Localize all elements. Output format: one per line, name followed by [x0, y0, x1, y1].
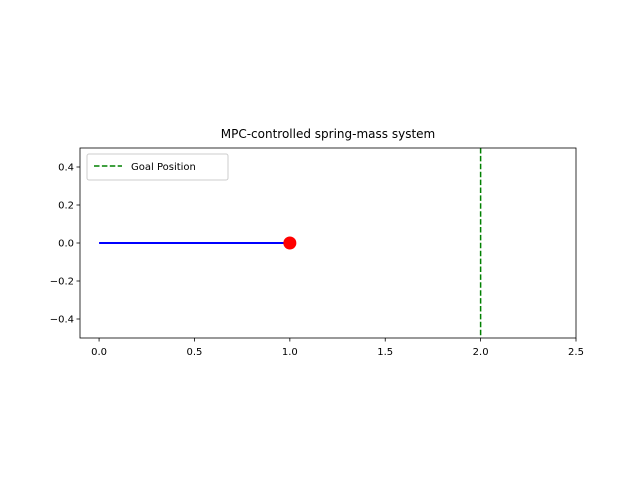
x-tick-label: 0.0 [91, 347, 107, 358]
legend-label-goal: Goal Position [131, 162, 196, 173]
y-tick-label: 0.2 [58, 201, 74, 212]
x-tick-label: 0.5 [187, 347, 203, 358]
mass-marker [283, 236, 297, 250]
x-tick-label: 2.5 [568, 347, 584, 358]
y-tick-label: −0.4 [50, 315, 74, 326]
y-axis: 0.4 0.2 0.0 −0.2 −0.4 [50, 163, 80, 326]
x-tick-label: 1.5 [377, 347, 393, 358]
chart-title: MPC-controlled spring-mass system [221, 127, 435, 141]
legend: Goal Position [86, 153, 229, 181]
legend-box [86, 153, 229, 181]
y-tick-label: 0.0 [58, 239, 74, 250]
y-tick-label: 0.4 [58, 163, 74, 174]
x-tick-label: 1.0 [282, 347, 298, 358]
x-tick-label: 2.0 [473, 347, 489, 358]
y-tick-label: −0.2 [50, 277, 74, 288]
plot-area [99, 148, 482, 338]
x-axis: 0.0 0.5 1.0 1.5 2.0 2.5 [91, 338, 584, 358]
